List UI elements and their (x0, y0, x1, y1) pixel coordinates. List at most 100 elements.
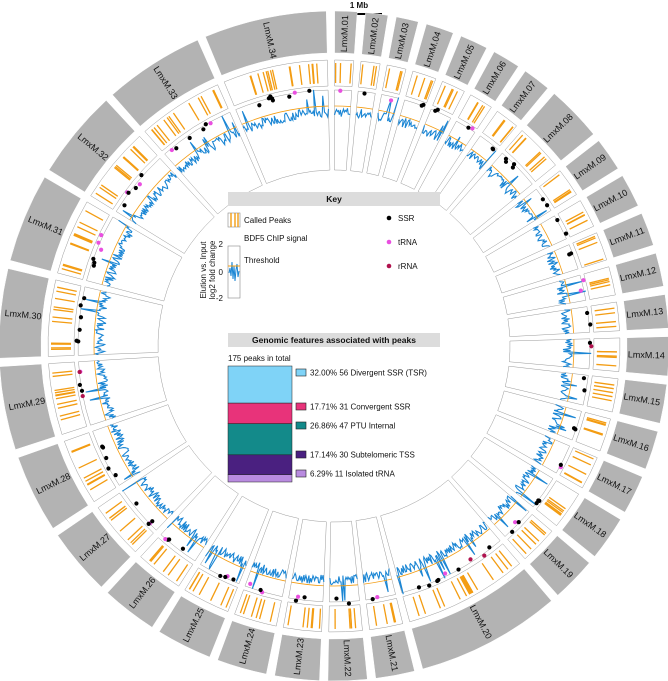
called-peak (594, 307, 615, 312)
threshold-line (94, 360, 107, 421)
called-peak (55, 391, 76, 397)
called-peak (544, 502, 562, 516)
ssr-marker (231, 577, 236, 582)
called-peak (210, 582, 220, 601)
called-peak (54, 386, 75, 392)
called-peak (529, 156, 545, 171)
chromosome-block (361, 12, 389, 58)
ssr-marker (203, 122, 208, 127)
peak-track-frame (583, 266, 616, 300)
signal-track-frame (507, 306, 590, 337)
called-peak (318, 608, 322, 629)
ssr-marker (503, 156, 509, 161)
signal-track-frame (400, 108, 452, 190)
signal-track-frame (366, 94, 399, 176)
chip-signal-line (560, 309, 572, 335)
ssr-marker (435, 578, 440, 584)
threshold-line (564, 279, 571, 304)
ssr-marker (587, 340, 593, 345)
called-peak (590, 284, 611, 290)
peak-track-frame (432, 81, 465, 115)
features-stacked-bar (227, 365, 293, 483)
threshold-label: Threshold (244, 256, 280, 265)
called-peak (52, 373, 73, 378)
called-peak (530, 519, 547, 534)
peak-track-frame (184, 567, 238, 612)
threshold-line (470, 148, 488, 162)
called-peak (257, 73, 264, 93)
called-peak (105, 500, 123, 514)
chromosome-block (501, 70, 549, 121)
ssr-marker (386, 215, 392, 221)
called-peak (109, 505, 126, 519)
peak-track-frame (539, 170, 577, 209)
signal-track-frame (334, 89, 353, 171)
chip-signal-label: BDF5 ChIP signal (244, 234, 308, 243)
threshold-line (556, 407, 567, 435)
chip-signal-line (333, 107, 351, 117)
feature-legend-label: 17.71% 31 Convergent SSR (310, 403, 411, 412)
called-peak (516, 534, 532, 550)
feature-bar-segment (227, 454, 293, 475)
ssr-marker (122, 203, 127, 208)
called-peak (62, 263, 83, 271)
ssr-marker (511, 162, 517, 167)
signal-track-frame (380, 479, 501, 594)
ssr-marker (77, 382, 82, 388)
called-peak (78, 458, 98, 469)
chromosome-block (57, 511, 131, 588)
called-peak (175, 564, 189, 582)
called-peak (113, 167, 131, 181)
called-peak (269, 70, 276, 90)
called-peak (586, 418, 607, 426)
ssr-marker (218, 573, 223, 579)
threshold-line (250, 570, 286, 582)
chromosome-block (473, 51, 519, 102)
signal-track-frame (86, 216, 183, 302)
ssr-marker (78, 315, 84, 320)
chromosome-block (370, 630, 415, 679)
called-peak (61, 268, 82, 275)
ssr-marker (258, 587, 263, 593)
trna-marker (338, 88, 343, 93)
rrna-marker (386, 263, 392, 269)
ssr-marker (563, 231, 569, 236)
trna-marker (375, 595, 380, 600)
called-peak (524, 526, 540, 542)
threshold-line (542, 439, 556, 466)
chromosome-block (526, 93, 594, 162)
called-peak (79, 221, 98, 232)
called-peak (55, 391, 76, 396)
trna-marker (163, 537, 168, 542)
ssr-marker (174, 146, 179, 151)
called-peak (311, 608, 315, 629)
signal-track-frame (502, 274, 587, 315)
chromosome-block (112, 39, 216, 127)
features-title: Genomic features associated with peaks (252, 335, 416, 345)
threshold-line (540, 223, 553, 246)
called-peak (312, 63, 315, 84)
signal-track-frame (434, 135, 498, 211)
called-peak (156, 124, 171, 142)
signal-track-frame (470, 436, 554, 508)
peak-track-frame (64, 432, 117, 503)
chromosome-block (0, 268, 50, 359)
axis-tick-minus-2: -2 (216, 294, 224, 303)
signal-track-frame (164, 111, 263, 215)
chromosome-block (0, 363, 56, 450)
called-peak (127, 525, 143, 541)
called-peak (172, 112, 186, 130)
trna-marker (99, 247, 104, 252)
chip-signal-line (329, 573, 358, 602)
ssr-marker (76, 339, 81, 344)
called-peak (149, 545, 164, 562)
chromosome-block (444, 35, 488, 86)
called-peak (525, 152, 542, 168)
chromosome-ideogram-ring: LmxM.01 LmxM.02 LmxM.03 LmxM.04 LmxM.05 LmxM.… (0, 10, 668, 681)
called-peak (267, 70, 274, 91)
called-peak (83, 468, 102, 479)
called-peak (395, 70, 402, 91)
threshold-line (397, 528, 491, 578)
called-peak (89, 479, 108, 491)
signal-track-frame (288, 518, 327, 603)
